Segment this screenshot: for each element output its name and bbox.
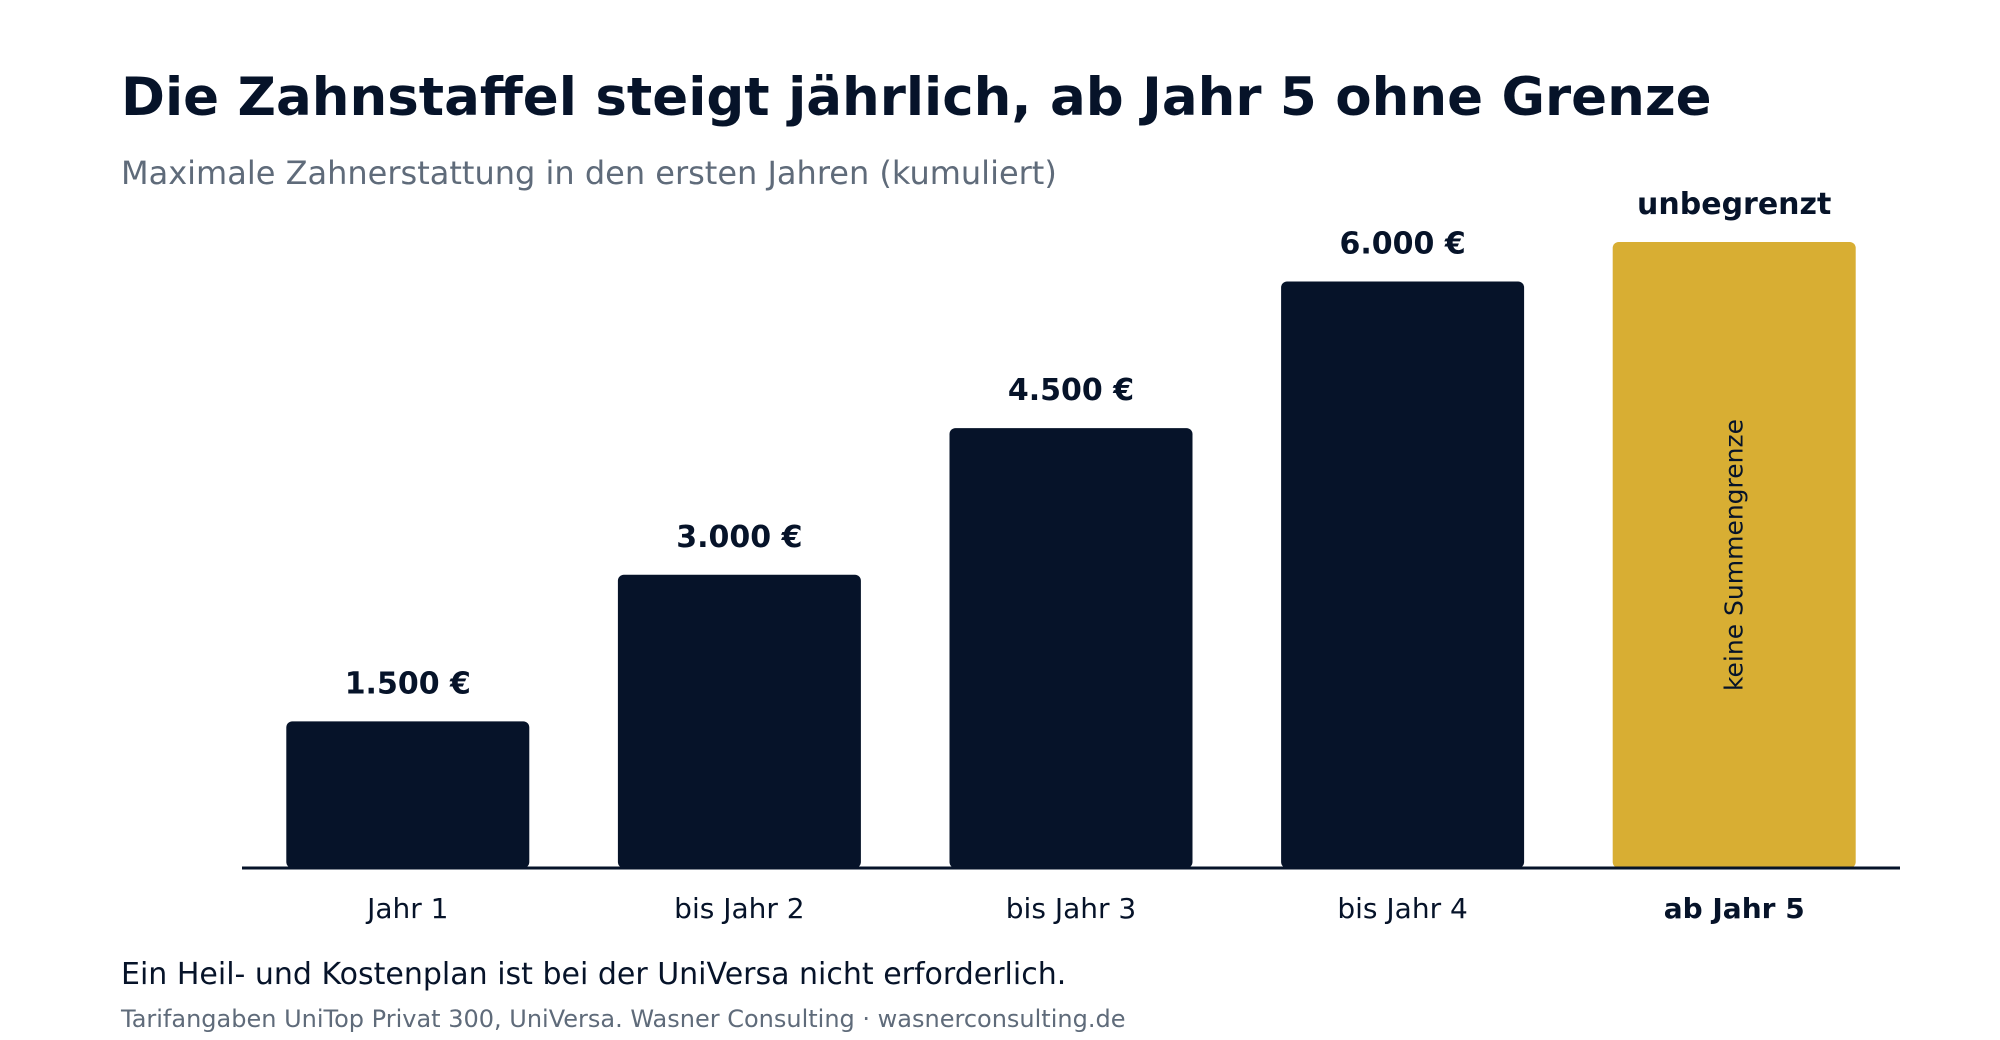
value-label-4: 6.000 € bbox=[1339, 227, 1465, 262]
value-label-3: 4.500 € bbox=[1008, 373, 1134, 408]
bar-1 bbox=[286, 721, 530, 868]
bar-5 bbox=[1612, 242, 1856, 868]
bar-chart: 1.500 € Jahr 1 3.000 € bis Jahr 2 4.500 € bis… bbox=[242, 187, 1900, 925]
bar-4 bbox=[1281, 281, 1525, 869]
x-tick-label-3: bis Jahr 3 bbox=[1006, 892, 1136, 925]
chart-subtitle: Maximale Zahnerstattung in den ersten Ja… bbox=[121, 154, 1057, 192]
x-tick-label-2: bis Jahr 2 bbox=[674, 892, 804, 925]
bar-2 bbox=[617, 574, 861, 868]
x-tick-label-5: ab Jahr 5 bbox=[1664, 892, 1805, 925]
value-label-1: 1.500 € bbox=[345, 666, 471, 701]
x-tick-label-4: bis Jahr 4 bbox=[1337, 892, 1467, 925]
bar-inner-label: keine Summengrenze bbox=[1720, 419, 1749, 691]
footnote: Ein Heil- und Kostenplan ist bei der Uni… bbox=[121, 957, 1067, 992]
chart-title: Die Zahnstaffel steigt jährlich, ab Jahr… bbox=[121, 67, 1712, 128]
value-label-2: 3.000 € bbox=[676, 520, 802, 555]
source-note: Tarifangaben UniTop Privat 300, UniVersa… bbox=[121, 1005, 1126, 1033]
value-label-5: unbegrenzt bbox=[1637, 187, 1831, 222]
x-tick-label-1: Jahr 1 bbox=[365, 892, 448, 925]
bar-3 bbox=[949, 428, 1193, 868]
